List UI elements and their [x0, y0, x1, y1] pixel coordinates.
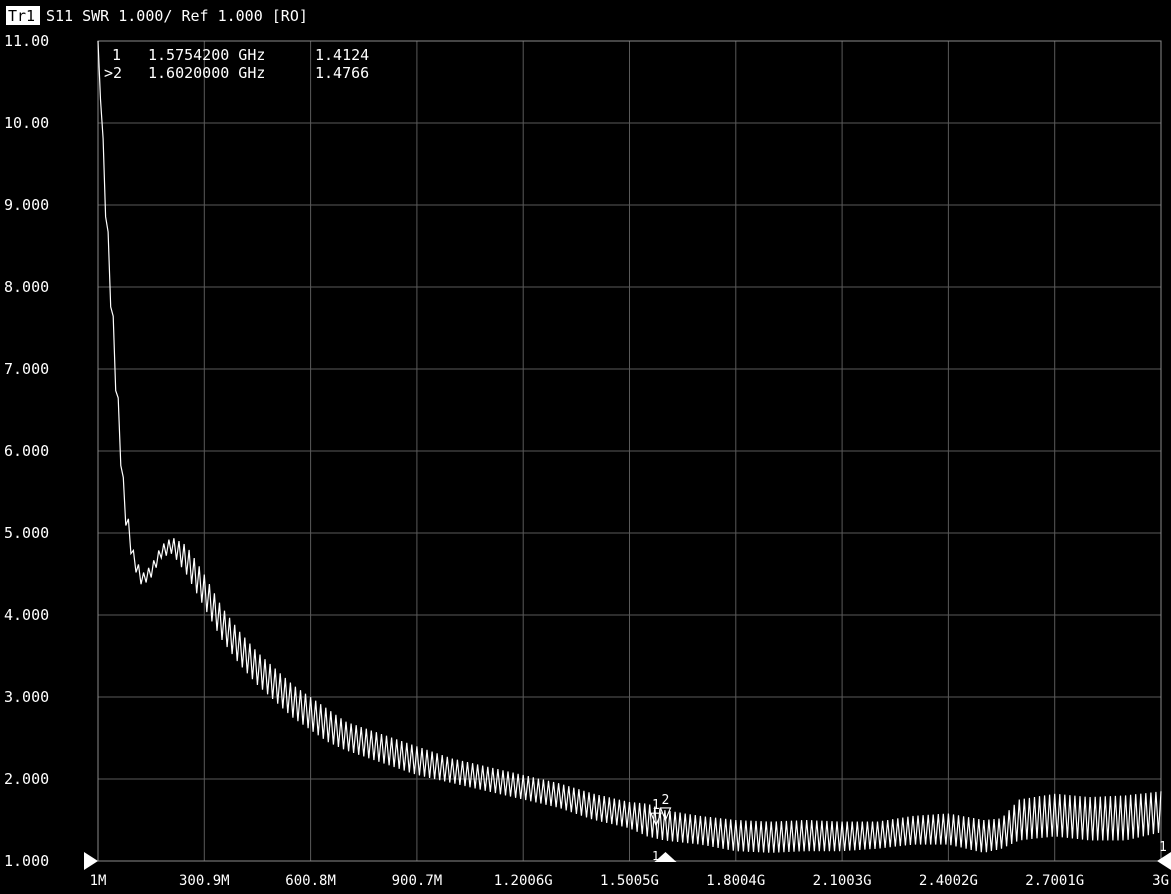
- x-tick-label: 3G: [1152, 873, 1169, 889]
- ref-level-indicator-icon[interactable]: [84, 852, 98, 870]
- x-tick-label: 1M: [90, 873, 107, 889]
- y-tick-label: 4.000: [4, 606, 49, 624]
- trace-tag[interactable]: Tr1: [8, 7, 35, 25]
- y-tick-label: 11.00: [4, 32, 49, 50]
- trace-tag-background: [6, 6, 40, 25]
- marker-2-label: >2: [104, 64, 122, 82]
- marker-layer: 1 21: [650, 793, 677, 863]
- x-tick-label: 1.8004G: [706, 873, 765, 889]
- x-tick-label: 2.4002G: [919, 873, 978, 889]
- y-tick-label: 5.000: [4, 524, 49, 542]
- x-tick-label: 1.2006G: [494, 873, 553, 889]
- x-tick-label: 300.9M: [179, 873, 230, 889]
- marker-1-pointer-icon[interactable]: [650, 812, 662, 827]
- marker-1-frequency: 1.5754200 GHz: [148, 46, 265, 64]
- marker-2-pointer-icon[interactable]: [659, 807, 672, 822]
- y-tick-label: 10.00: [4, 114, 49, 132]
- x-tick-label: 900.7M: [392, 873, 443, 889]
- y-tick-label: 2.000: [4, 770, 49, 788]
- y-tick-labels: 1.000 2.000 3.000 4.000 5.000 6.000 7.000 8.000…: [4, 32, 49, 870]
- y-tick-label: 9.000: [4, 196, 49, 214]
- grid-layer: [97, 40, 1162, 862]
- plot-frame: [97, 40, 1162, 862]
- x-tick-labels: 1M 300.9M 600.8M 900.7M 1.2006G 1.5005G 1.8004…: [90, 873, 1169, 889]
- marker-readout: 1 1.5754200 GHz 1.4124 >2 1.6020000 GHz …: [104, 46, 369, 82]
- marker-1-label: 1: [112, 46, 121, 64]
- active-marker-axis-indicator-icon[interactable]: [654, 852, 677, 862]
- stop-indicator-icon[interactable]: [1157, 852, 1171, 870]
- y-tick-label: 8.000: [4, 278, 49, 296]
- marker-1-tag: 1: [652, 798, 660, 813]
- x-tick-label: 2.7001G: [1025, 873, 1084, 889]
- x-tick-label: 600.8M: [285, 873, 336, 889]
- marker-2-tag: 2: [661, 793, 669, 808]
- y-tick-label: 6.000: [4, 442, 49, 460]
- marker-1-value: 1.4124: [315, 46, 369, 64]
- y-tick-label: 7.000: [4, 360, 49, 378]
- trace-info: S11 SWR 1.000/ Ref 1.000 [RO]: [46, 7, 308, 25]
- stop-indicator-label: 1: [1159, 840, 1167, 855]
- x-tick-label: 2.1003G: [813, 873, 872, 889]
- marker-2-value: 1.4766: [315, 64, 369, 82]
- trace-layer: [97, 40, 1162, 853]
- y-tick-label: 1.000: [4, 852, 49, 870]
- y-tick-label: 3.000: [4, 688, 49, 706]
- marker-2-frequency: 1.6020000 GHz: [148, 64, 265, 82]
- swr-trace[interactable]: [97, 40, 1162, 853]
- x-tick-label: 1.5005G: [600, 873, 659, 889]
- marker-1-axis-label: 1: [652, 849, 659, 863]
